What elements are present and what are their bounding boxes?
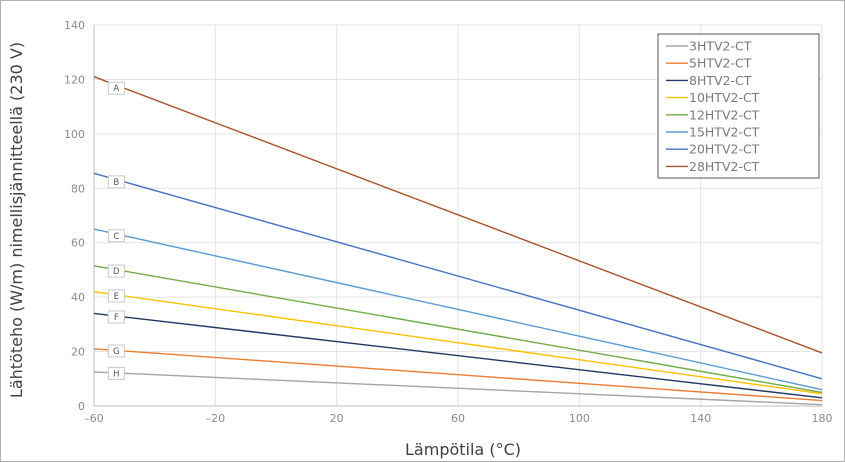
series-marker-label: A <box>113 84 119 94</box>
legend-label: 12HTV2-CT <box>689 107 760 122</box>
series-lines <box>93 76 823 406</box>
series-marker-g: G <box>107 344 125 358</box>
legend-label: 3HTV2-CT <box>689 39 752 54</box>
legend-entry: 20HTV2-CT <box>666 142 760 157</box>
series-line-3htv2-ct <box>93 371 823 406</box>
legend: 3HTV2-CT 5HTV2-CT 8HTV2-CT 10HTV2-CT 12HTV2-… <box>657 33 820 179</box>
legend-label: 8HTV2-CT <box>689 73 752 88</box>
series-line-20htv2-ct <box>93 172 823 380</box>
series-marker-b: B <box>107 175 125 189</box>
series-line-5htv2-ct <box>93 348 823 402</box>
series-marker-label: D <box>113 267 120 277</box>
series-marker-f: F <box>107 310 125 324</box>
x-tick-label: 60 <box>451 412 465 425</box>
series-marker-c: C <box>107 229 125 243</box>
y-tick-label: 60 <box>71 237 85 250</box>
legend-label: 20HTV2-CT <box>689 142 760 157</box>
series-marker-label: C <box>113 232 119 242</box>
series-marker-label: E <box>114 292 119 302</box>
legend-label: 10HTV2-CT <box>689 90 760 105</box>
legend-box <box>657 33 820 179</box>
legend-entry: 8HTV2-CT <box>666 73 752 88</box>
y-tick-label: 20 <box>71 346 85 359</box>
x-tick-label: 140 <box>690 412 711 425</box>
series-line-12htv2-ct <box>93 265 823 394</box>
tick-labels: 0 20 40 60 80 100 120 140 –60 –20 20 60 100 140 180 <box>64 19 833 425</box>
series-line-10htv2-ct <box>93 291 823 395</box>
legend-entry: 12HTV2-CT <box>666 107 760 122</box>
y-tick-label: 0 <box>78 400 85 413</box>
series-marker-a: A <box>107 81 125 95</box>
x-tick-label: –60 <box>84 412 104 425</box>
y-tick-label: 40 <box>71 291 85 304</box>
x-tick-label: 180 <box>812 412 833 425</box>
x-axis-title: Lämpötila (°C) <box>405 440 521 459</box>
legend-entry: 15HTV2-CT <box>666 125 760 140</box>
legend-entry: 10HTV2-CT <box>666 90 760 105</box>
series-line-15htv2-ct <box>93 228 823 391</box>
y-tick-label: 120 <box>64 73 85 86</box>
legend-label: 5HTV2-CT <box>689 56 752 71</box>
series-marker-label: G <box>113 347 120 357</box>
x-tick-label: –20 <box>206 412 226 425</box>
legend-entry: 28HTV2-CT <box>666 159 760 174</box>
x-tick-label: 20 <box>330 412 344 425</box>
series-markers: H G F E D C B A <box>107 81 125 380</box>
series-marker-d: D <box>107 264 125 278</box>
series-line-8htv2-ct <box>93 312 823 399</box>
y-axis-title: Lähtöteho (W/m) nimellisjännitteellä (23… <box>7 42 26 398</box>
series-marker-h: H <box>107 366 125 380</box>
series-marker-label: B <box>113 178 119 188</box>
y-tick-label: 80 <box>71 182 85 195</box>
series-line-28htv2-ct <box>93 76 823 354</box>
axes <box>93 25 822 407</box>
series-marker-label: F <box>114 313 119 323</box>
series-marker-e: E <box>107 289 125 303</box>
legend-entry: 3HTV2-CT <box>666 39 752 54</box>
legend-label: 15HTV2-CT <box>689 125 760 140</box>
x-tick-label: 100 <box>569 412 590 425</box>
legend-label: 28HTV2-CT <box>689 159 760 174</box>
series-marker-label: H <box>113 369 119 379</box>
y-tick-label: 140 <box>64 19 85 32</box>
y-tick-label: 100 <box>64 128 85 141</box>
legend-entry: 5HTV2-CT <box>666 56 752 71</box>
